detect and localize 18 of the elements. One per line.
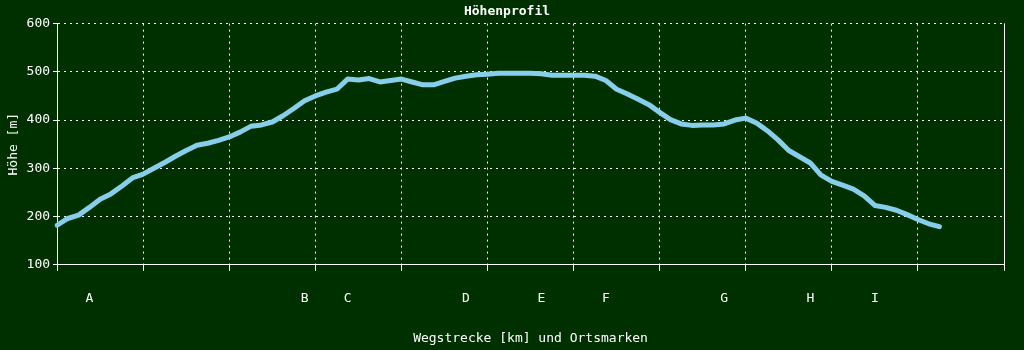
chart-title: Höhenprofil xyxy=(463,3,551,19)
x-tick-label: D xyxy=(462,289,471,305)
x-tick-label: E xyxy=(537,289,546,305)
y-tick-label: 100 xyxy=(26,256,51,272)
y-tick-label: 600 xyxy=(26,14,51,30)
y-tick-label: 300 xyxy=(26,159,51,175)
y-tick-label: 400 xyxy=(26,111,51,127)
x-tick-label: B xyxy=(300,289,309,305)
x-tick-label: G xyxy=(720,289,729,305)
x-tick-label: A xyxy=(85,289,94,305)
x-tick-label: H xyxy=(806,289,815,305)
y-tick-label: 200 xyxy=(26,207,51,223)
y-tick-label: 500 xyxy=(26,63,51,79)
x-tick-label: I xyxy=(870,289,879,305)
y-axis-title: Höhe [m] xyxy=(5,112,21,176)
x-axis-title: Wegstrecke [km] und Ortsmarken xyxy=(413,329,648,345)
x-tick-label: C xyxy=(343,289,352,305)
x-tick-label: F xyxy=(601,289,610,305)
